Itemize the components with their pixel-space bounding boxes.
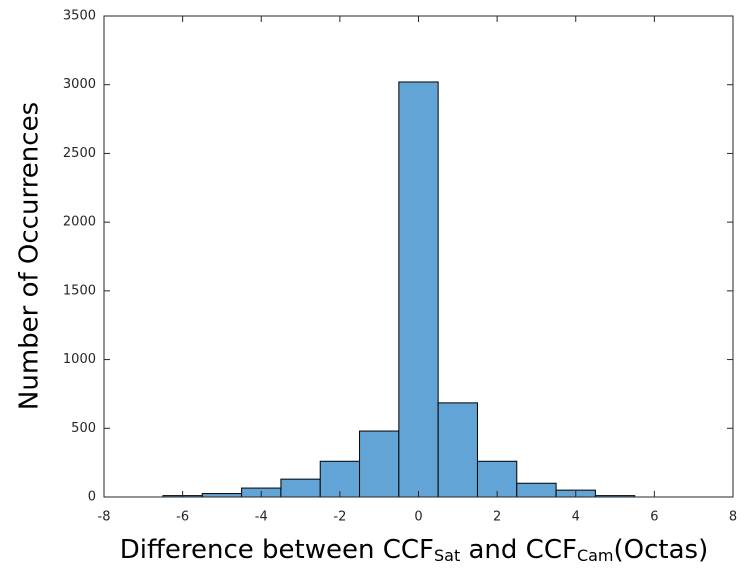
y-tick-label: 1500 bbox=[63, 283, 96, 298]
y-axis-label: Number of Occurrences bbox=[15, 102, 45, 410]
y-tick-label: 0 bbox=[88, 490, 96, 505]
y-tick-label: 3000 bbox=[63, 77, 96, 92]
x-tick-label: -2 bbox=[333, 510, 346, 525]
bar bbox=[359, 430, 400, 498]
bar bbox=[201, 493, 243, 498]
bar bbox=[280, 478, 321, 498]
y-tick-label: 2000 bbox=[63, 215, 96, 230]
y-tick-label: 1000 bbox=[63, 352, 96, 367]
x-tick-label: 8 bbox=[729, 510, 737, 525]
x-axis-label: Difference between CCFSat and CCFCam(Oct… bbox=[120, 535, 709, 565]
x-tick-label: 6 bbox=[650, 510, 658, 525]
x-tick-label: -6 bbox=[176, 510, 189, 525]
bar bbox=[398, 81, 439, 498]
x-tick-label: 2 bbox=[493, 510, 501, 525]
x-tick-label: -4 bbox=[255, 510, 268, 525]
x-tick-label: -8 bbox=[98, 510, 111, 525]
x-label-part: and CCF bbox=[460, 535, 577, 565]
x-label-sub: Cam bbox=[577, 546, 614, 565]
y-tick-label: 3500 bbox=[63, 9, 96, 24]
x-tick-label: 4 bbox=[572, 510, 580, 525]
y-tick-label: 2500 bbox=[63, 146, 96, 161]
bar bbox=[437, 402, 478, 498]
x-label-part: (Octas) bbox=[614, 535, 709, 565]
x-label-part: Difference between CCF bbox=[120, 535, 434, 565]
x-label-sub: Sat bbox=[434, 546, 460, 565]
y-tick-label: 500 bbox=[71, 421, 96, 436]
x-tick-label: 0 bbox=[414, 510, 422, 525]
bar bbox=[516, 482, 557, 498]
